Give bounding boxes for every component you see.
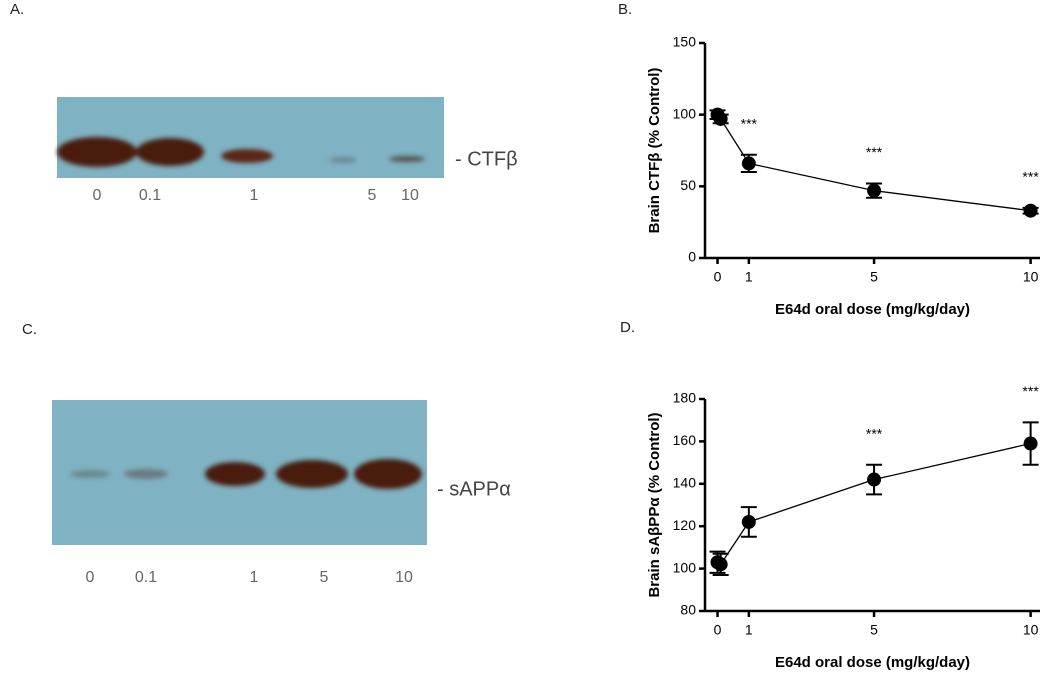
band-marker: - CTFβ — [455, 148, 518, 170]
x-tick-label: 0 — [714, 622, 722, 638]
lane-label: 1 — [250, 187, 259, 204]
lane-label: 0.1 — [135, 569, 157, 586]
x-axis-label: E64d oral dose (mg/kg/day) — [775, 654, 970, 671]
point — [867, 472, 882, 487]
x-tick-label: 5 — [870, 269, 878, 285]
x-tick-label: 5 — [870, 622, 878, 638]
y-tick-label: 160 — [673, 432, 697, 448]
x-tick-label: 0 — [714, 269, 722, 285]
y-tick-label: 0 — [688, 249, 696, 265]
significance: *** — [1022, 383, 1039, 399]
point — [1023, 436, 1038, 451]
point — [741, 514, 756, 529]
x-tick-label: 1 — [745, 269, 753, 285]
bands — [57, 137, 425, 167]
y-tick-label: 150 — [673, 34, 697, 50]
y-tick-label: 50 — [680, 177, 696, 193]
y-axis-label: Brain CTFβ (% Control) — [646, 68, 663, 234]
significance: *** — [866, 144, 883, 160]
point — [713, 111, 728, 126]
significance: *** — [741, 116, 758, 132]
y-tick-label: 100 — [673, 105, 697, 121]
blot-background — [57, 97, 444, 178]
point — [713, 557, 728, 572]
x-tick-label: 10 — [1023, 622, 1039, 638]
x-axis-label: E64d oral dose (mg/kg/day) — [775, 301, 970, 318]
point — [741, 156, 756, 171]
blot-a — [57, 97, 444, 178]
lane-label: 10 — [395, 569, 413, 586]
significance: *** — [1022, 169, 1039, 185]
x-tick-label: 10 — [1023, 269, 1039, 285]
y-tick-label: 80 — [680, 602, 696, 618]
point — [867, 183, 882, 198]
panel-label: C. — [22, 321, 37, 338]
lane-label: 0 — [86, 569, 95, 586]
fit-line — [717, 442, 1031, 566]
significance: *** — [866, 425, 883, 441]
y-tick-label: 120 — [673, 517, 697, 533]
y-axis-label: Brain sAβPPα (% Control) — [646, 412, 663, 597]
y-tick-label: 100 — [673, 559, 697, 575]
panel-label: A. — [10, 1, 24, 18]
x-tick-label: 1 — [745, 622, 753, 638]
y-tick-label: 140 — [673, 475, 697, 491]
point — [1023, 203, 1038, 218]
blot-c — [52, 400, 427, 545]
band-marker: - sAPPα — [437, 478, 511, 500]
lane-label: 0.1 — [139, 187, 161, 204]
lane-label: 5 — [368, 187, 377, 204]
panel-label: D. — [620, 319, 635, 336]
lane-label: 0 — [93, 187, 102, 204]
bands — [70, 459, 422, 489]
lane-label: 1 — [250, 569, 259, 586]
panel-label: B. — [618, 1, 632, 18]
y-tick-label: 180 — [673, 390, 697, 406]
lane-label: 10 — [401, 187, 419, 204]
lane-label: 5 — [320, 569, 329, 586]
